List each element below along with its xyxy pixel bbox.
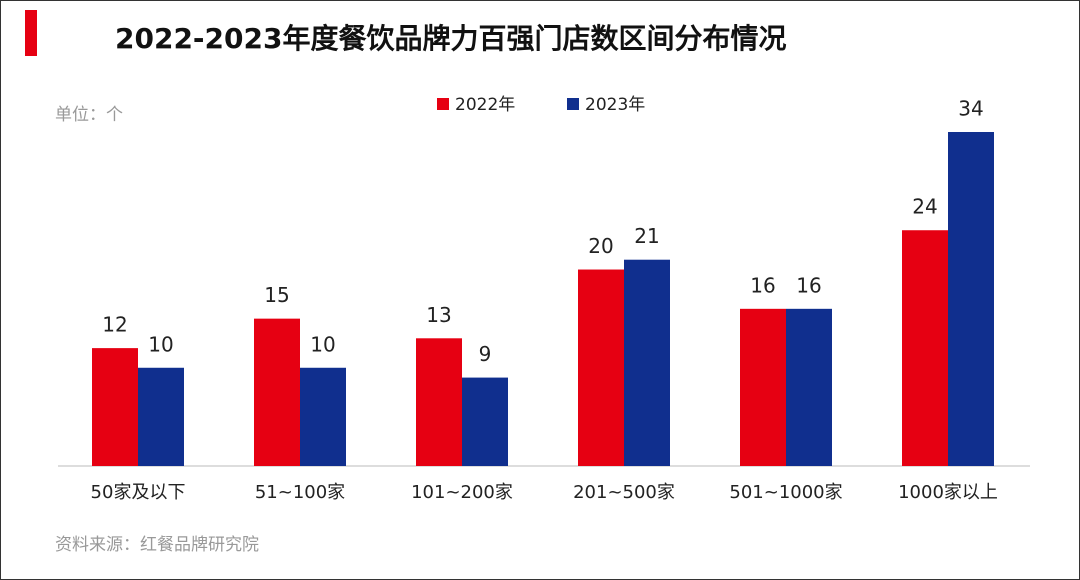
bar bbox=[462, 377, 508, 466]
bar bbox=[300, 367, 346, 466]
bar bbox=[902, 230, 948, 466]
value-label: 10 bbox=[148, 332, 173, 356]
value-label: 16 bbox=[750, 273, 775, 297]
source: 资料来源：红餐品牌研究院 bbox=[55, 535, 259, 555]
legend-swatch bbox=[567, 98, 579, 110]
x-tick-label: 1000家以上 bbox=[898, 482, 998, 503]
value-label: 21 bbox=[634, 224, 659, 248]
bar bbox=[948, 132, 994, 466]
value-label: 12 bbox=[102, 313, 127, 337]
bar bbox=[786, 308, 832, 466]
bar bbox=[416, 338, 462, 466]
value-label: 15 bbox=[264, 283, 289, 307]
value-label: 24 bbox=[912, 195, 937, 219]
bar bbox=[624, 259, 670, 466]
value-label: 10 bbox=[310, 332, 335, 356]
value-label: 13 bbox=[426, 303, 451, 327]
bar bbox=[740, 308, 786, 466]
legend-label: 2023年 bbox=[585, 95, 645, 115]
x-tick-label: 101~200家 bbox=[411, 482, 513, 503]
value-label: 16 bbox=[796, 273, 821, 297]
bar bbox=[138, 367, 184, 466]
chart-title: 2022-2023年度餐饮品牌力百强门店数区间分布情况 bbox=[115, 22, 786, 55]
value-label: 20 bbox=[588, 234, 613, 258]
x-tick-label: 50家及以下 bbox=[91, 482, 186, 503]
x-tick-label: 201~500家 bbox=[573, 482, 675, 503]
bar bbox=[578, 269, 624, 466]
bar bbox=[254, 318, 300, 466]
legend-swatch bbox=[437, 98, 449, 110]
legend-label: 2022年 bbox=[455, 95, 515, 115]
value-label: 34 bbox=[958, 97, 983, 121]
x-tick-label: 501~1000家 bbox=[729, 482, 842, 503]
title-accent bbox=[25, 10, 37, 56]
value-label: 9 bbox=[479, 342, 492, 366]
bar bbox=[92, 348, 138, 466]
x-tick-label: 51~100家 bbox=[255, 482, 345, 503]
unit-label: 单位：个 bbox=[55, 105, 123, 125]
